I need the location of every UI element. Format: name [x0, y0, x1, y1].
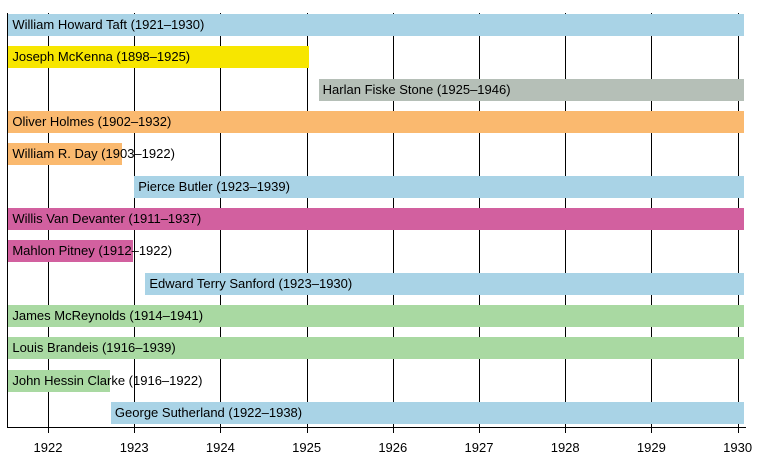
axis-tick-label-1923: 1923: [119, 440, 149, 455]
bar-label-edward-terry-sanford: Edward Terry Sanford (1923–1930): [149, 275, 353, 291]
timeline-bar-william-howard-taft: [8, 14, 745, 36]
bar-label-willis-van-devanter: Willis Van Devanter (1911–1937): [12, 210, 202, 226]
bar-label-oliver-holmes: Oliver Holmes (1902–1932): [12, 113, 172, 129]
bar-label-mahlon-pitney: Mahlon Pitney (1912–1922): [12, 243, 173, 259]
axis-tick-1923: [134, 427, 136, 433]
timeline-bar-pierce-butler: [134, 175, 745, 198]
bar-label-louis-brandeis: Louis Brandeis (1916–1939): [12, 340, 176, 356]
timeline-bar-harlan-fiske-stone: [318, 78, 745, 101]
axis-tick-1929: [651, 427, 653, 433]
axis-tick-label-1926: 1926: [378, 440, 408, 455]
axis-tick-label-1925: 1925: [292, 440, 322, 455]
axis-tick-label-1924: 1924: [205, 440, 235, 455]
bar-label-pierce-butler: Pierce Butler (1923–1939): [138, 178, 290, 194]
bar-label-william-howard-taft: William Howard Taft (1921–1930): [12, 17, 205, 32]
axis-tick-1924: [220, 427, 222, 433]
bar-label-joseph-mckenna: Joseph McKenna (1898–1925): [12, 49, 191, 65]
plot-left-border: [7, 13, 8, 427]
timeline-bar-joseph-mckenna: [8, 46, 310, 69]
axis-tick-1928: [565, 427, 567, 433]
timeline-bar-louis-brandeis: [8, 337, 745, 360]
timeline-bar-edward-terry-sanford: [145, 272, 745, 295]
axis-tick-1927: [479, 427, 480, 433]
timeline-bar-george-sutherland: [110, 401, 745, 424]
axis-tick-label-1928: 1928: [550, 440, 580, 455]
axis-tick-1922: [48, 427, 49, 433]
bar-label-george-sutherland: George Sutherland (1922–1938): [114, 404, 303, 420]
timeline-bar-oliver-holmes: [8, 110, 745, 133]
bar-label-james-mcreynolds: James McReynolds (1914–1941): [12, 307, 204, 323]
timeline-bar-william-r-day: [8, 143, 123, 166]
timeline-bar-mahlon-pitney: [8, 240, 134, 263]
timeline-bar-john-hessin-clarke: [8, 369, 111, 392]
bar-label-john-hessin-clarke: John Hessin Clarke (1916–1922): [12, 372, 203, 388]
bar-label-william-r-day: William R. Day (1903–1922): [12, 146, 175, 162]
timeline-bar-willis-van-devanter: [8, 207, 745, 230]
x-axis-line: [7, 427, 746, 428]
axis-tick-label-1929: 1929: [636, 440, 666, 455]
axis-tick-label-1927: 1927: [464, 440, 494, 455]
axis-tick-1926: [392, 427, 394, 433]
axis-tick-1925: [306, 427, 308, 433]
axis-tick-1930: [737, 427, 739, 433]
axis-tick-label-1930: 1930: [723, 440, 753, 455]
timeline-bar-james-mcreynolds: [8, 304, 745, 327]
axis-tick-label-1922: 1922: [33, 440, 63, 455]
bar-label-harlan-fiske-stone: Harlan Fiske Stone (1925–1946): [322, 81, 511, 97]
